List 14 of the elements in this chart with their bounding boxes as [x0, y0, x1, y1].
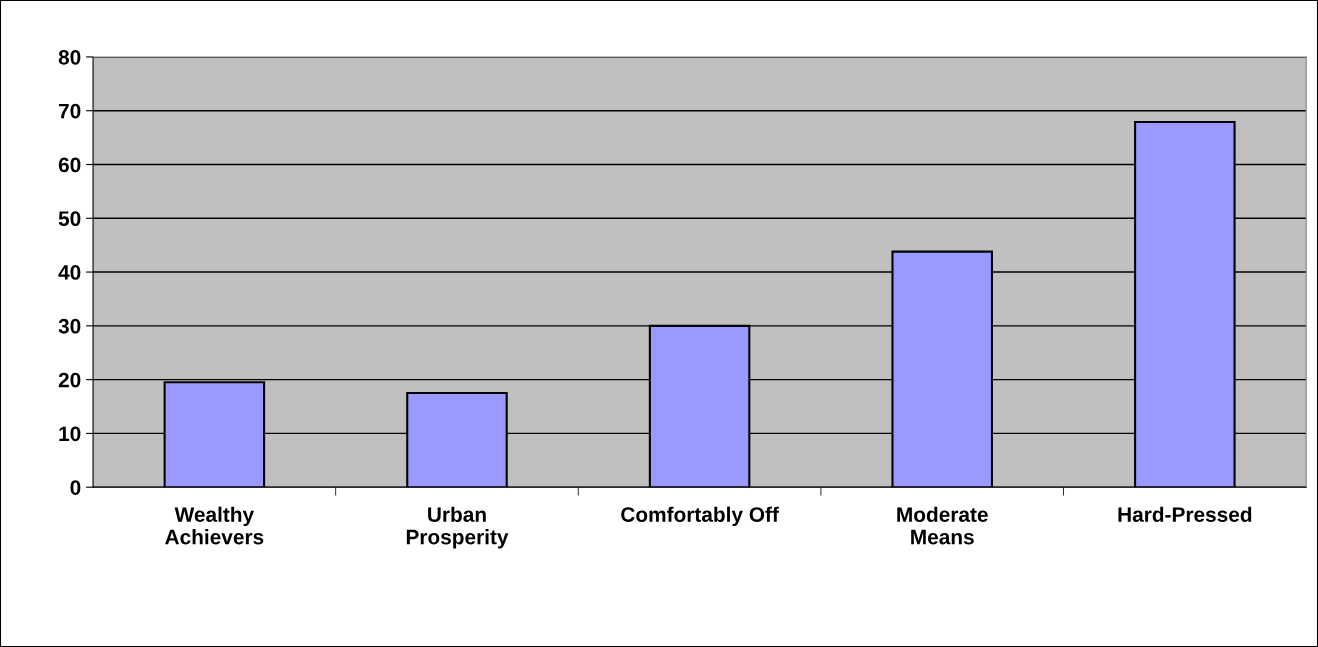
x-tick-label: Wealthy Achievers: [165, 506, 264, 545]
y-tick-label: 60: [58, 157, 81, 173]
y-tick-label: 70: [58, 103, 81, 119]
y-tick-label: 40: [58, 265, 81, 280]
x-tick-label: Moderate Means: [897, 506, 988, 545]
y-tick-label: 30: [58, 318, 81, 334]
y-tick-label: 10: [59, 426, 81, 442]
y-tick-label: 80: [58, 49, 81, 65]
y-tick-label: 50: [58, 211, 81, 227]
x-tick-label: Hard-Pressed: [1118, 506, 1252, 522]
y-tick-label: 20: [58, 372, 81, 388]
x-tick-label: Comfortably Off: [621, 506, 779, 527]
x-tick-label: Urban Prosperity: [406, 506, 509, 549]
y-tick-label: 0: [70, 480, 81, 495]
